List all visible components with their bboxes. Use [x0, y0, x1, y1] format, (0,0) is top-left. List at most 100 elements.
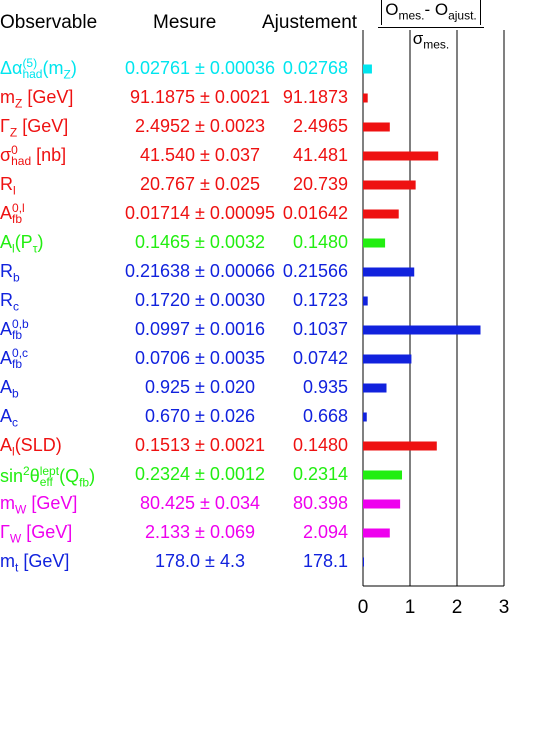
- fit-value: 0.21566: [282, 261, 348, 281]
- fit-value: 41.481: [292, 145, 348, 165]
- pull-numerator: Omes.- Oajust.: [381, 0, 481, 26]
- measured-value: 41.540 ± 0.037: [140, 145, 260, 165]
- observable-row: A 0,c fb 0.0706 ± 0.0035 0.0742: [0, 344, 360, 372]
- fit-value: 0.2314: [292, 464, 348, 484]
- measured-value: 80.425 ± 0.034: [140, 493, 260, 513]
- header-observable: Observable: [0, 12, 98, 33]
- observable-row: Ab 0.925 ± 0.020 0.935: [0, 373, 360, 401]
- pull-bar: [363, 296, 368, 306]
- observable-row: σ 0 had [nb] 41.540 ± 0.037 41.481: [0, 141, 360, 169]
- measured-value: 0.02761 ± 0.00036: [124, 58, 275, 78]
- observable-row: Rl 20.767 ± 0.025 20.739: [0, 170, 360, 198]
- pull-bar: [363, 412, 367, 422]
- fit-value: 178.1: [302, 551, 348, 571]
- observable-label: A 0,b fb: [0, 317, 29, 343]
- observable-row: Δα (5) had (mZ) 0.02761 ± 0.00036 0.02768: [0, 54, 360, 82]
- measured-value: 0.1513 ± 0.0021: [135, 435, 265, 455]
- observable-row: Al(Pτ) 0.1465 ± 0.0032 0.1480: [0, 228, 360, 256]
- observable-label: ΓW [GeV]: [0, 522, 73, 546]
- measured-value: 2.133 ± 0.069: [145, 522, 255, 542]
- fit-value: 0.668: [302, 406, 348, 426]
- observable-row: Rc 0.1720 ± 0.0030 0.1723: [0, 286, 360, 314]
- pull-bar: [363, 122, 390, 132]
- x-tick-label: 3: [499, 597, 510, 618]
- measured-value: 0.0997 ± 0.0016: [135, 319, 265, 339]
- header-measure: Mesure: [153, 12, 217, 33]
- fraction-bar: [378, 27, 484, 29]
- fit-value: 0.0742: [292, 348, 348, 368]
- observable-label: mW [GeV]: [0, 493, 78, 517]
- measured-value: 0.01714 ± 0.00095: [124, 203, 275, 223]
- observable-row: Rb 0.21638 ± 0.00066 0.21566: [0, 257, 360, 285]
- pull-bar: [363, 441, 437, 451]
- fit-value: 91.1873: [282, 87, 348, 107]
- fit-value: 0.1480: [292, 232, 348, 252]
- observable-row: ΓZ [GeV] 2.4952 ± 0.0023 2.4965: [0, 112, 360, 140]
- header-fit: Ajustement: [262, 12, 358, 33]
- pull-bar: [363, 267, 415, 277]
- observable-row: mt [GeV] 178.0 ± 4.3 178.1: [0, 547, 360, 575]
- pull-bar: [363, 354, 412, 364]
- fit-value: 0.1037: [292, 319, 348, 339]
- pull-bar: [363, 209, 399, 219]
- observable-row: mW [GeV] 80.425 ± 0.034 80.398: [0, 489, 360, 517]
- fit-value: 0.01642: [282, 203, 348, 223]
- header-pull-formula: Omes.- Oajust. σmes.: [378, 0, 484, 56]
- observable-row: mZ [GeV] 91.1875 ± 0.0021 91.1873: [0, 83, 360, 111]
- observable-row: Ac 0.670 ± 0.026 0.668: [0, 402, 360, 430]
- fit-value: 80.398: [292, 493, 348, 513]
- fit-value: 2.4965: [292, 116, 348, 136]
- observable-label: Rc: [0, 290, 19, 314]
- measured-value: 91.1875 ± 0.0021: [129, 87, 270, 107]
- fit-value: 0.935: [302, 377, 348, 397]
- observable-row: Al(SLD) 0.1513 ± 0.0021 0.1480: [0, 431, 360, 459]
- observable-row: ΓW [GeV] 2.133 ± 0.069 2.094: [0, 518, 360, 546]
- observable-label: Δα (5) had (mZ): [0, 56, 77, 82]
- observable-row: sin2θ lept eff (Qfb) 0.2324 ± 0.0012 0.2314: [0, 460, 360, 490]
- observable-label: ΓZ [GeV]: [0, 116, 69, 140]
- x-tick-label: 1: [405, 597, 416, 618]
- measured-value: 0.21638 ± 0.00066: [124, 261, 275, 281]
- observable-label: mt [GeV]: [0, 551, 70, 575]
- fit-value: 20.739: [292, 174, 348, 194]
- observable-label: mZ [GeV]: [0, 87, 74, 111]
- pull-bar: [363, 93, 368, 103]
- fit-value: 0.1480: [292, 435, 348, 455]
- observable-label: σ 0 had [nb]: [0, 143, 67, 169]
- observable-label: Al(SLD): [0, 435, 62, 459]
- observable-row: A 0,b fb 0.0997 ± 0.0016 0.1037: [0, 315, 360, 343]
- observable-label: Rl: [0, 174, 16, 198]
- observable-label: Ab: [0, 377, 19, 401]
- observable-label: Al(Pτ): [0, 232, 44, 256]
- measured-value: 0.670 ± 0.026: [145, 406, 255, 426]
- measured-value: 178.0 ± 4.3: [155, 551, 245, 571]
- pull-bar: [363, 325, 481, 335]
- observable-row: A 0,l fb 0.01714 ± 0.00095 0.01642: [0, 199, 360, 227]
- fit-value: 2.094: [302, 522, 348, 542]
- pull-bar: [363, 383, 387, 393]
- observable-label: sin2θ lept eff (Qfb): [0, 464, 96, 490]
- measured-value: 0.2324 ± 0.0012: [135, 464, 265, 484]
- pull-bar: [363, 64, 372, 74]
- observable-label: Rb: [0, 261, 20, 285]
- measured-value: 0.0706 ± 0.0035: [135, 348, 265, 368]
- measured-value: 0.925 ± 0.020: [145, 377, 255, 397]
- pull-bar: [363, 528, 390, 538]
- measured-value: 20.767 ± 0.025: [140, 174, 260, 194]
- x-tick-label: 2: [452, 597, 463, 618]
- pull-bar: [363, 499, 401, 509]
- measured-value: 0.1720 ± 0.0030: [135, 290, 265, 310]
- fit-value: 0.1723: [292, 290, 348, 310]
- measured-value: 2.4952 ± 0.0023: [135, 116, 265, 136]
- fit-value: 0.02768: [282, 58, 348, 78]
- pull-denominator: σmes.: [412, 29, 450, 52]
- pull-bar: [363, 557, 364, 567]
- observable-label: Ac: [0, 406, 19, 430]
- measured-value: 0.1465 ± 0.0032: [135, 232, 265, 252]
- observable-label: A 0,l fb: [0, 201, 25, 227]
- pull-bar: [363, 470, 403, 480]
- observable-label: A 0,c fb: [0, 346, 29, 372]
- x-tick-label: 0: [358, 597, 369, 618]
- pull-bar: [363, 180, 416, 190]
